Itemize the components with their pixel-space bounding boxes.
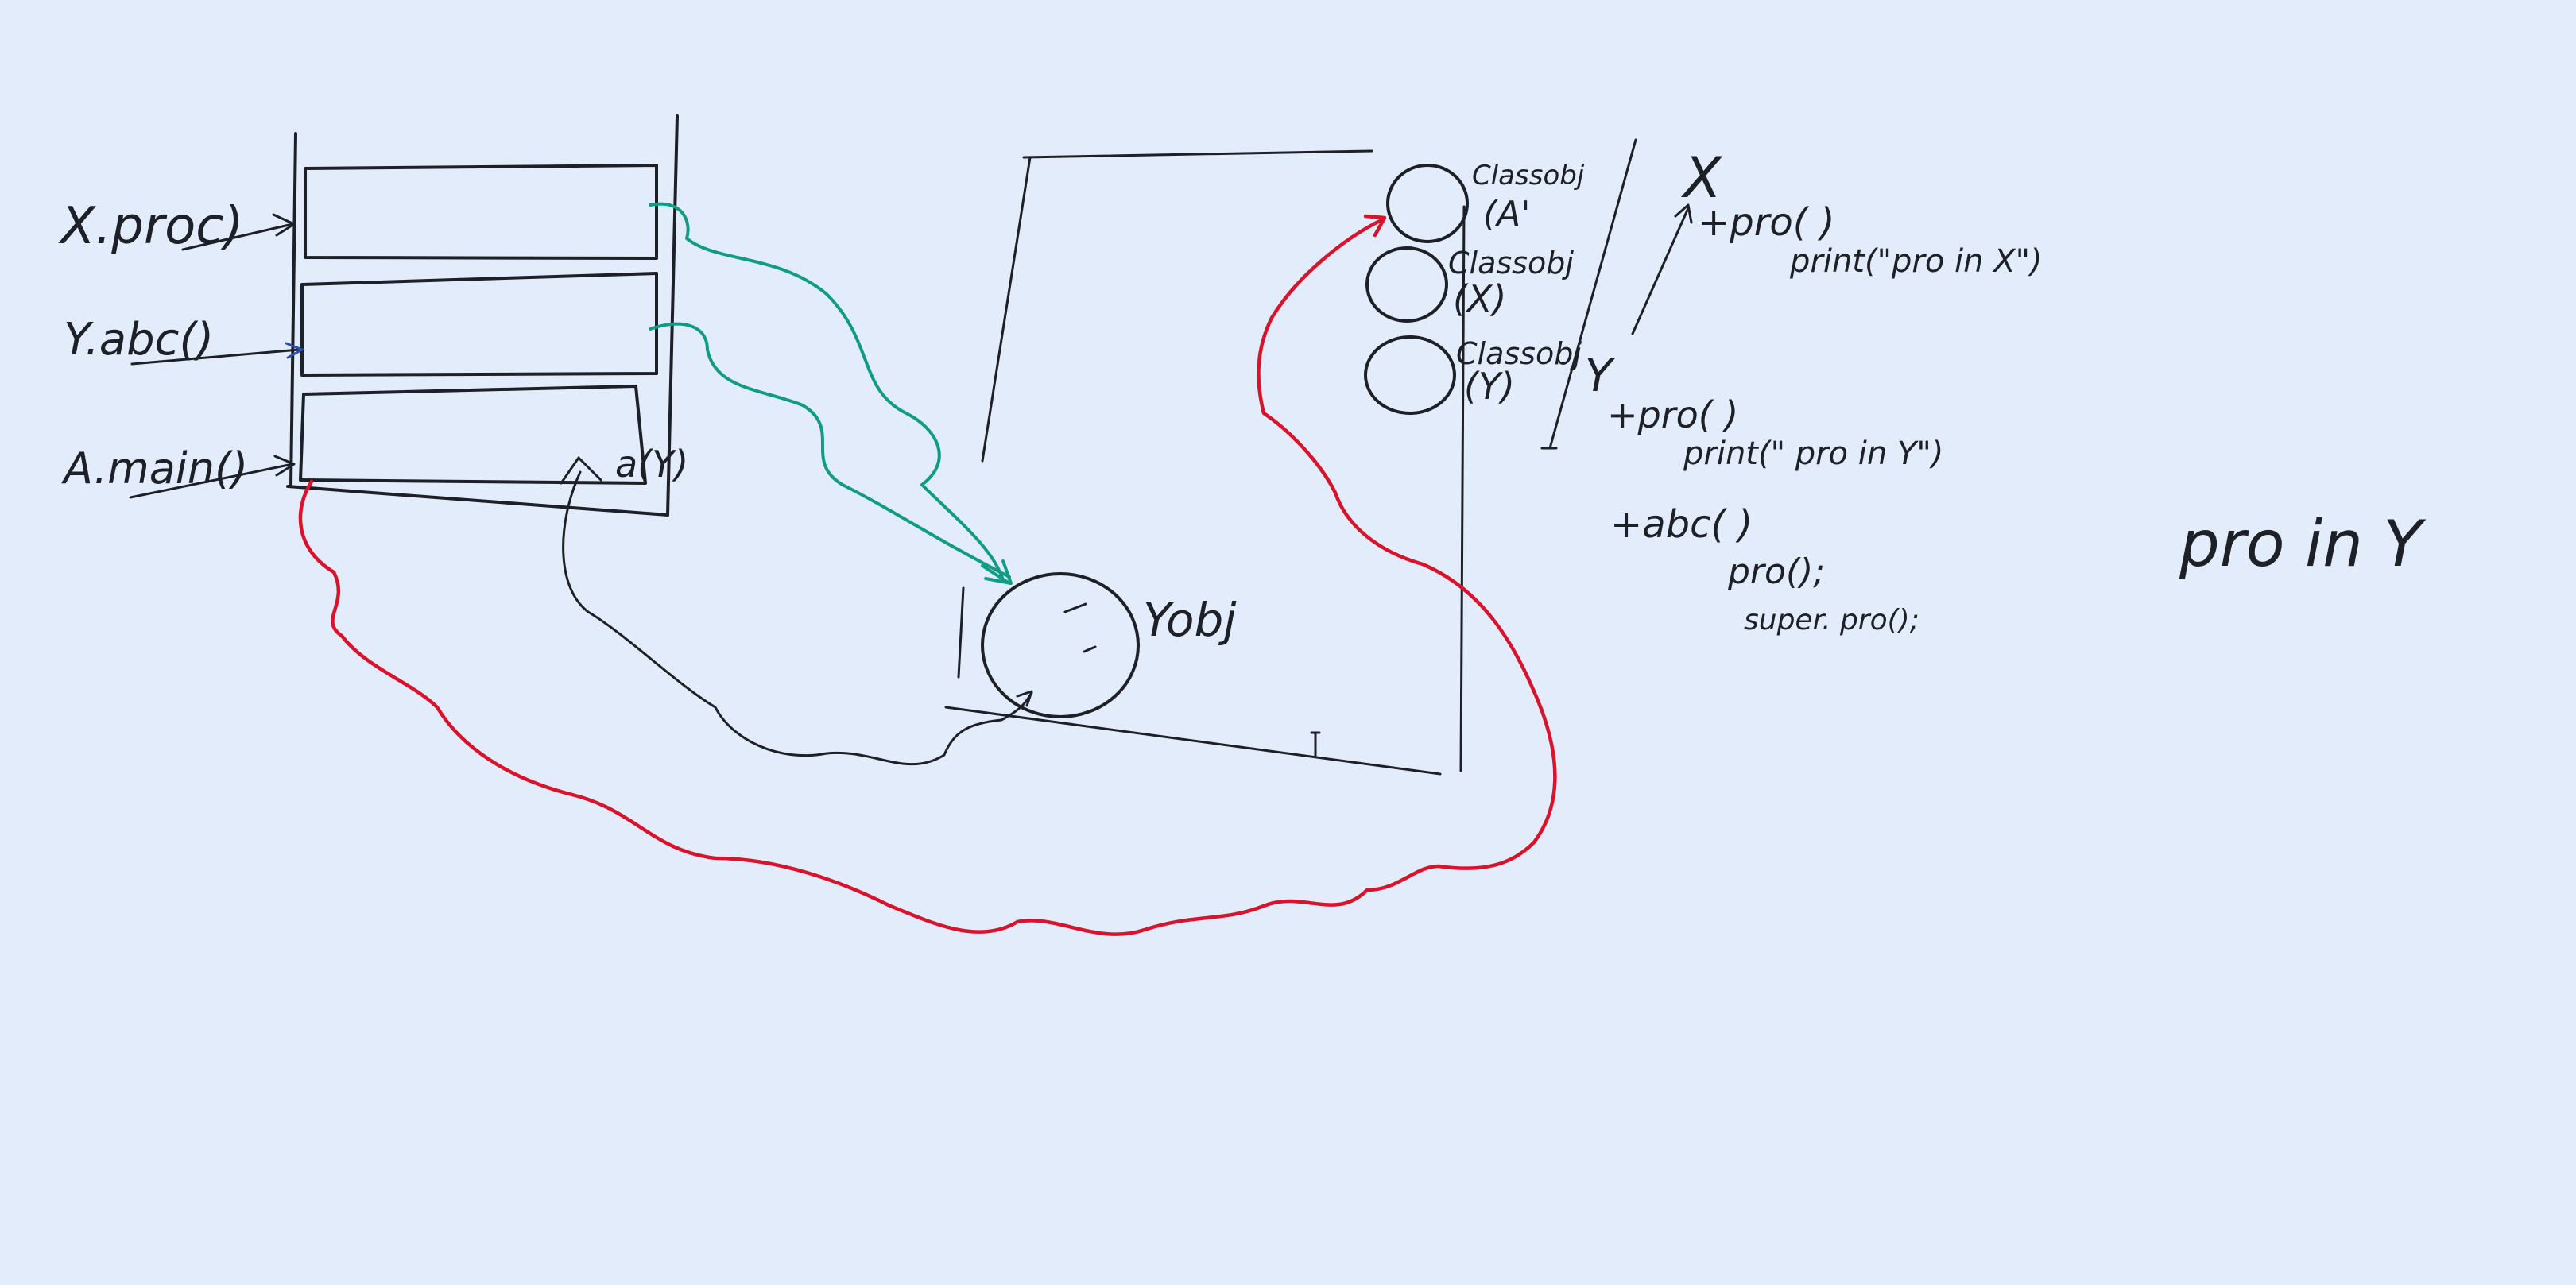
program-output: pro in Y <box>2179 507 2427 581</box>
heap-bottom-tick <box>1310 731 1321 758</box>
class-y-name: Y <box>1585 350 1615 402</box>
stack-left-wall <box>289 132 297 488</box>
arrow-y-abc <box>130 348 300 366</box>
class-object-y: Classobj (Y) <box>1364 335 1582 415</box>
y-object-mark-1 <box>1063 602 1087 613</box>
class-object-a: Classobj (A' <box>1386 160 1585 243</box>
class-object-y-title: Classobj <box>1456 336 1582 371</box>
class-object-y-name: (Y) <box>1464 365 1515 408</box>
class-object-x-name: (X) <box>1453 277 1506 320</box>
class-x-body: print("pro in X") <box>1789 243 2043 280</box>
heap-right-edge <box>1459 205 1466 772</box>
class-object-x-circle <box>1365 246 1448 323</box>
arrow-a-main <box>129 455 296 499</box>
heap-left-edge <box>981 156 1032 463</box>
class-y-call2: super. pro(); <box>1744 604 1919 637</box>
stack-diagram <box>286 114 679 517</box>
class-y-body1: print(" pro in Y") <box>1683 435 1943 472</box>
frame-label-y-abc: Y.abc() <box>64 314 214 366</box>
y-object-label: Yobj <box>1143 593 1237 647</box>
class-y-method2: +abc( ) <box>1610 502 1753 547</box>
class-x-method: +pro( ) <box>1698 200 1835 245</box>
arrow-y-abc-head <box>285 342 305 359</box>
red-arrow-stack-to-class-object <box>298 217 1557 936</box>
stack-right-wall <box>666 114 679 517</box>
arrow-x-proc <box>181 213 296 251</box>
class-y-call1: pro(); <box>1727 552 1825 592</box>
stack-bottom <box>286 485 669 517</box>
y-object-mark-2 <box>1083 645 1097 653</box>
code-class-y: Y +pro( ) print(" pro in Y") +abc( ) pro… <box>1585 350 1943 637</box>
reference-arrow-tip-icon <box>560 456 602 485</box>
class-x-name: X <box>1680 145 1723 211</box>
inheritance-arrow <box>1631 203 1693 335</box>
teal-arrow-y-abc-to-yobj <box>649 322 1011 579</box>
class-object-x: Classobj (X) <box>1365 246 1574 323</box>
teal-arrow-x-proc-to-yobj <box>649 202 1005 582</box>
ref-arrow-a-to-yobj <box>562 470 1033 766</box>
divider-line-1 <box>1548 138 1637 450</box>
class-object-x-title: Classobj <box>1448 246 1574 281</box>
frame-label-a-main: A.main() <box>61 443 248 493</box>
class-object-a-name: (A' <box>1483 194 1530 234</box>
stack-frame-x-proc <box>304 164 658 260</box>
local-var-a: a(Y) <box>615 443 688 486</box>
class-object-y-circle <box>1364 335 1456 415</box>
ref-arrow-yobj-head-icon <box>1016 690 1033 707</box>
heap-top-edge <box>1022 149 1373 159</box>
teal-arrowhead-icon <box>981 559 1013 585</box>
stack-frame-a-main <box>299 385 647 485</box>
class-object-a-title: Classobj <box>1472 160 1585 192</box>
class-y-method1: +pro( ) <box>1607 393 1738 436</box>
heap-area <box>944 149 1466 776</box>
heap-left-edge-lower <box>957 586 965 679</box>
code-class-x: X +pro( ) print("pro in X") <box>1680 145 2043 280</box>
frame-label-x-proc: X.proc) <box>58 197 243 256</box>
y-object-circle <box>981 572 1140 718</box>
class-object-a-circle <box>1386 164 1469 243</box>
heap-bottom-edge <box>944 706 1442 776</box>
stack-frame-y-abc <box>300 272 658 377</box>
red-arrowhead-icon <box>1363 214 1387 238</box>
